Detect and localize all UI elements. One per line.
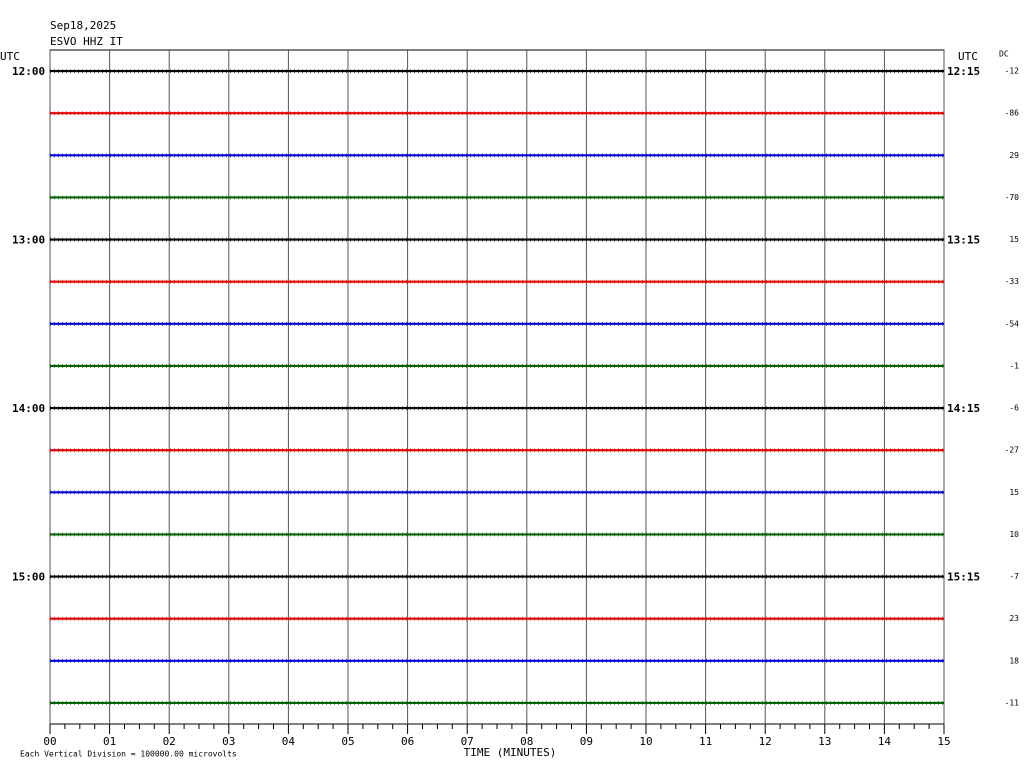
dc-value: 29 xyxy=(1009,151,1019,160)
x-tick-label: 07 xyxy=(461,735,474,748)
row-time-right: 15:15 xyxy=(947,571,980,584)
x-tick-label: 02 xyxy=(163,735,176,748)
x-tick-label: 03 xyxy=(222,735,235,748)
dc-value: -6 xyxy=(1009,404,1019,413)
x-tick-label: 13 xyxy=(818,735,831,748)
x-tick-label: 11 xyxy=(699,735,712,748)
x-tick-label: 12 xyxy=(759,735,772,748)
dc-value: -11 xyxy=(1005,698,1020,707)
row-time-left: 14:00 xyxy=(12,402,45,415)
x-tick-label: 00 xyxy=(43,735,56,748)
dc-value: 10 xyxy=(1009,530,1019,539)
dc-value: -33 xyxy=(1005,277,1020,286)
row-time-left: 15:00 xyxy=(12,571,45,584)
dc-value: 15 xyxy=(1009,488,1019,497)
row-time-right: 13:15 xyxy=(947,234,980,247)
x-tick-label: 01 xyxy=(103,735,116,748)
x-tick-label: 05 xyxy=(341,735,354,748)
x-tick-label: 10 xyxy=(639,735,652,748)
station: ESVO HHZ IT xyxy=(50,35,123,48)
x-tick-label: 04 xyxy=(282,735,296,748)
dc-value: -54 xyxy=(1005,319,1020,328)
dc-value: -27 xyxy=(1005,446,1020,455)
x-tick-label: 14 xyxy=(878,735,892,748)
chart-title: Sep18,2025 xyxy=(50,19,116,32)
row-time-left: 12:00 xyxy=(12,65,45,78)
dc-value: -12 xyxy=(1005,67,1020,76)
dc-value: 18 xyxy=(1009,656,1019,665)
scale-note: Each Vertical Division = 100000.00 micro… xyxy=(20,750,237,759)
x-tick-label: 08 xyxy=(520,735,533,748)
dc-label: DC xyxy=(999,50,1009,59)
x-tick-label: 06 xyxy=(401,735,414,748)
dc-value: 23 xyxy=(1009,614,1019,623)
dc-value: -7 xyxy=(1009,572,1019,581)
x-tick-label: 09 xyxy=(580,735,593,748)
row-time-right: 14:15 xyxy=(947,402,980,415)
row-time-left: 13:00 xyxy=(12,234,45,247)
dc-value: -1 xyxy=(1009,361,1019,370)
x-tick-label: 15 xyxy=(937,735,950,748)
row-time-right: 12:15 xyxy=(947,65,980,78)
dc-value: -70 xyxy=(1005,193,1020,202)
dc-value: 15 xyxy=(1009,235,1019,244)
x-axis-label: TIME (MINUTES) xyxy=(464,746,557,759)
right-axis-label: UTC xyxy=(958,50,978,63)
left-axis-label: UTC xyxy=(0,50,20,63)
dc-value: -86 xyxy=(1005,109,1020,118)
